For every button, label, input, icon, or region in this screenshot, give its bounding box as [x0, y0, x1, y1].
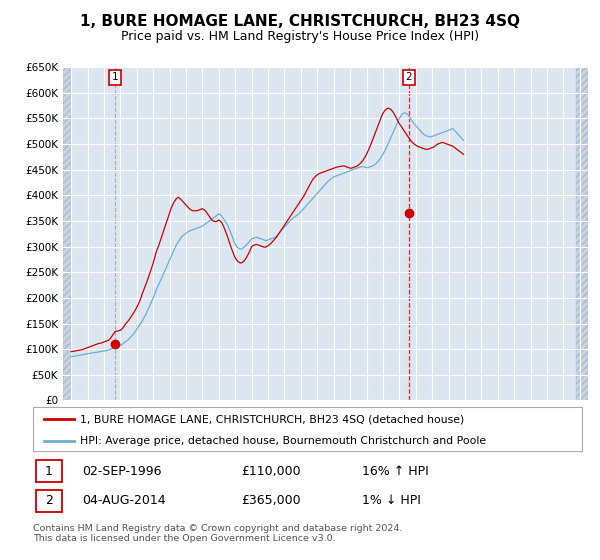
FancyBboxPatch shape: [36, 460, 62, 482]
Text: Contains HM Land Registry data © Crown copyright and database right 2024.
This d: Contains HM Land Registry data © Crown c…: [33, 524, 403, 543]
Text: Price paid vs. HM Land Registry's House Price Index (HPI): Price paid vs. HM Land Registry's House …: [121, 30, 479, 43]
Text: 1: 1: [112, 72, 118, 82]
Text: £365,000: £365,000: [242, 494, 301, 507]
Text: 1, BURE HOMAGE LANE, CHRISTCHURCH, BH23 4SQ: 1, BURE HOMAGE LANE, CHRISTCHURCH, BH23 …: [80, 14, 520, 29]
Text: 2: 2: [406, 72, 412, 82]
Bar: [575, 67, 588, 400]
Text: 04-AUG-2014: 04-AUG-2014: [82, 494, 166, 507]
Bar: [63, 67, 71, 400]
Text: 1, BURE HOMAGE LANE, CHRISTCHURCH, BH23 4SQ (detached house): 1, BURE HOMAGE LANE, CHRISTCHURCH, BH23 …: [80, 414, 464, 424]
Text: 1: 1: [45, 465, 53, 478]
Text: £110,000: £110,000: [242, 465, 301, 478]
Text: 02-SEP-1996: 02-SEP-1996: [82, 465, 162, 478]
Text: HPI: Average price, detached house, Bournemouth Christchurch and Poole: HPI: Average price, detached house, Bour…: [80, 436, 486, 446]
FancyBboxPatch shape: [33, 407, 582, 451]
Text: 2: 2: [45, 494, 53, 507]
FancyBboxPatch shape: [36, 490, 62, 512]
Text: 1% ↓ HPI: 1% ↓ HPI: [362, 494, 421, 507]
Text: 16% ↑ HPI: 16% ↑ HPI: [362, 465, 429, 478]
